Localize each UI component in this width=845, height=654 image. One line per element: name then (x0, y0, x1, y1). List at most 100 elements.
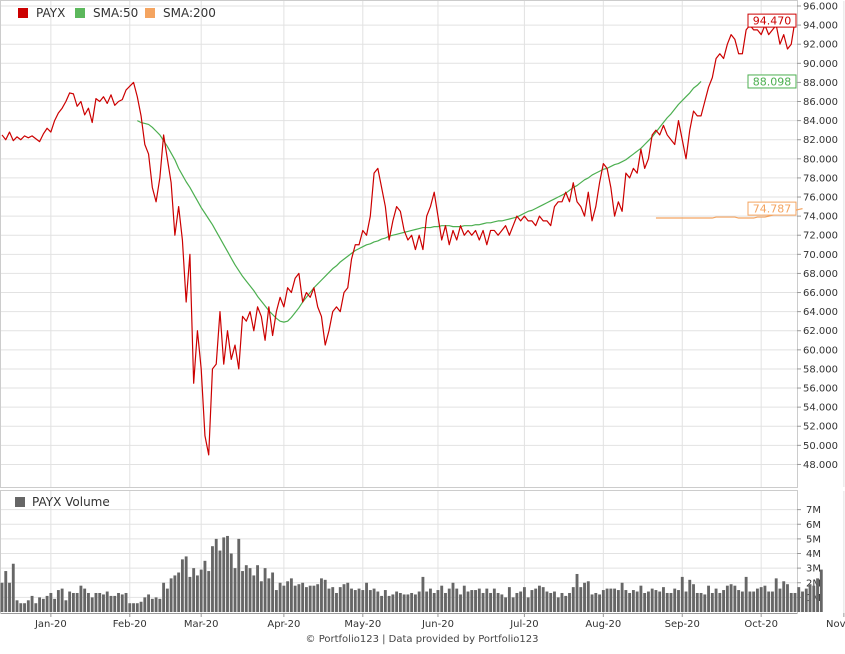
volume-bar (639, 585, 643, 612)
volume-bar (624, 590, 628, 612)
volume-bar (444, 592, 447, 612)
volume-bar (98, 592, 102, 612)
volume-bar (391, 594, 395, 612)
legend-label-sma50: SMA:50 (93, 6, 138, 20)
volume-bar (519, 591, 523, 612)
volume-bar (522, 587, 526, 612)
last-value-label: 74.787 (753, 203, 792, 216)
volume-bar (297, 584, 301, 612)
volume-bar (515, 592, 519, 612)
volume-bar (90, 597, 94, 612)
volume-bar (538, 585, 541, 612)
payx-price-line (1, 20, 796, 456)
volume-bar (425, 591, 429, 612)
volume-bar (436, 590, 440, 612)
last-value-box (747, 201, 797, 216)
volume-bar (601, 590, 605, 612)
volume-bar (748, 591, 752, 612)
volume-bar (256, 565, 259, 612)
volume-bar (605, 588, 609, 612)
last-value-box (747, 74, 797, 89)
volume-bar (83, 588, 87, 612)
volume-bar (177, 572, 181, 612)
volume-bar (196, 575, 199, 612)
x-axis: Jan-20 Feb-20 Mar-20 Apr-20 May-20 Jun-20 Jul-… (1, 613, 845, 630)
volume-bar (173, 575, 177, 612)
price-tick-label: 78.000 (803, 173, 838, 184)
volume-bar (331, 587, 335, 612)
volume-bar (338, 587, 342, 612)
volume-bar (767, 591, 771, 612)
volume-bar (387, 595, 391, 612)
volume-bar (357, 588, 361, 612)
volume-bar (684, 591, 688, 612)
volume-bar (75, 592, 79, 612)
volume-bar (816, 578, 819, 612)
last-value-label: 94.470 (753, 15, 792, 28)
volume-bar (158, 598, 162, 612)
volume-bar (211, 546, 214, 612)
volume-bar (744, 576, 748, 612)
volume-bar (327, 588, 331, 612)
volume-tick-label: 7M (806, 505, 821, 516)
x-tick-label: Jun-20 (421, 619, 454, 630)
volume-bar (320, 578, 323, 612)
price-tick-label: 72.000 (803, 231, 838, 242)
volume-bar (312, 585, 316, 612)
volume-bar (722, 590, 726, 612)
volume-bar (109, 595, 113, 612)
volume-bar (616, 590, 620, 612)
volume-bar (560, 592, 564, 612)
price-tick-label: 56.000 (803, 384, 838, 395)
volume-bar (60, 588, 64, 612)
volume-bars (0, 535, 823, 612)
volume-bar (541, 587, 545, 612)
volume-bar (278, 582, 282, 612)
volume-bar (368, 590, 372, 612)
price-tick-label: 82.000 (803, 135, 838, 146)
volume-bar (56, 590, 60, 612)
volume-bar (466, 591, 470, 612)
price-panel-frame (0, 0, 798, 488)
volume-bar (26, 600, 30, 612)
volume-bar (353, 590, 357, 612)
x-tick-label: Feb-20 (113, 619, 147, 630)
volume-bar (797, 587, 801, 612)
x-tick-label: Jan-20 (34, 619, 67, 630)
volume-bar (383, 590, 387, 612)
volume-bar (274, 590, 278, 612)
volume-bar (793, 592, 797, 612)
volume-bar (241, 571, 244, 612)
volume-bar (323, 579, 327, 612)
price-tick-label: 80.000 (803, 154, 838, 165)
volume-bar (199, 569, 203, 612)
price-tick-label: 88.000 (803, 78, 838, 89)
volume-bar (755, 588, 759, 612)
legend-swatch-payx (18, 8, 28, 18)
volume-bar (646, 591, 650, 612)
price-tick-label: 92.000 (803, 40, 838, 51)
volume-bar (398, 592, 402, 612)
volume-bar (79, 585, 83, 612)
volume-bar (365, 582, 368, 612)
volume-bar (301, 582, 305, 612)
volume-bar (470, 590, 474, 612)
volume-bar (778, 588, 782, 612)
volume-bar (662, 587, 665, 612)
volume-bar (492, 588, 496, 612)
price-tick-label: 96.000 (803, 2, 838, 13)
volume-bar (545, 591, 549, 612)
volume-bar (804, 588, 808, 612)
volume-tick-label: 6M (806, 520, 821, 531)
volume-bar (120, 594, 124, 612)
volume-bar (658, 591, 662, 612)
volume-bar (485, 588, 489, 612)
volume-bar (673, 588, 677, 612)
volume-bar (774, 578, 778, 612)
volume-bar (635, 591, 639, 612)
volume-bar (680, 576, 684, 612)
volume-bar (786, 584, 789, 612)
volume-bar (752, 591, 756, 612)
volume-bar (11, 563, 15, 612)
volume-bar (410, 592, 414, 612)
